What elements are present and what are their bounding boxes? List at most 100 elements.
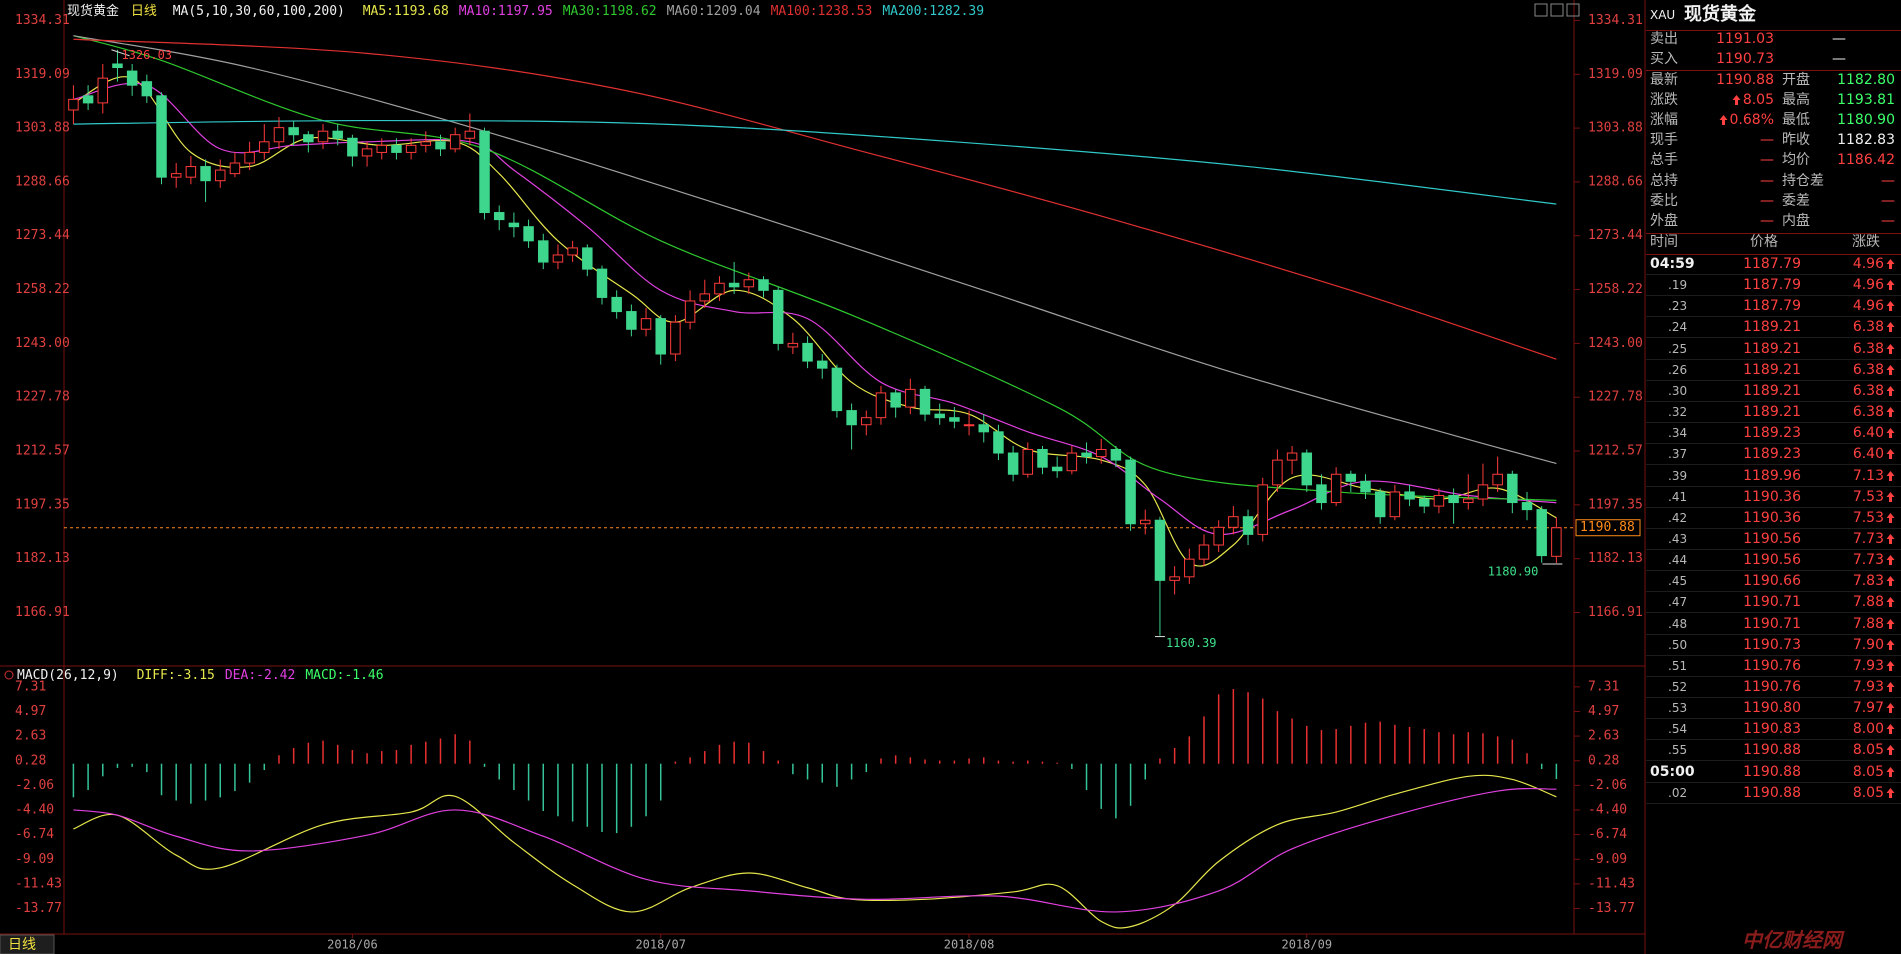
up-arrow-shape: [1886, 407, 1895, 418]
tick-row: .50 1190.73 7.90: [1646, 635, 1901, 656]
candle-body: [640, 318, 652, 330]
tick-row: .54 1190.83 8.00: [1646, 719, 1901, 741]
label: 内盘: [1782, 212, 1810, 229]
label: 均价: [1782, 152, 1810, 169]
label: 开盘: [1782, 72, 1810, 88]
y-tick-label: 1303.88: [15, 121, 70, 136]
ma-line: [73, 787, 1557, 913]
candle-body: [97, 77, 109, 104]
change-text: 7.88: [1852, 615, 1884, 632]
legend-entry: MA5:1193.68: [363, 4, 449, 19]
change-text: 4.96: [1852, 256, 1884, 272]
candle-body: [552, 254, 564, 263]
change: 8.05: [1853, 740, 1895, 760]
label: 最低: [1782, 112, 1810, 129]
tick-row: .47 1190.71 7.88: [1646, 592, 1901, 614]
candle-body: [1374, 491, 1386, 518]
x-tick-label: 2018/08: [944, 938, 995, 952]
candle-body: [772, 289, 784, 344]
tick-row: 05:00 1190.88 8.05: [1646, 762, 1901, 783]
up-arrow-shape: [1886, 618, 1895, 629]
change: 4.96: [1853, 296, 1895, 316]
up-arrow: [1886, 364, 1895, 375]
up-arrow-shape: [1886, 682, 1895, 692]
y-tick-label-right: 1334.31: [1588, 13, 1643, 28]
chart-header: 现货黄金 日线 MA(5,10,30,60,100,200) MA5:1193.…: [67, 3, 984, 19]
price: 1190.73: [1743, 636, 1801, 653]
last-price-box: [1575, 519, 1641, 537]
price: 1190.56: [1743, 552, 1801, 569]
header-cell: 时间: [1650, 234, 1678, 250]
change: 7.13: [1853, 466, 1895, 486]
tick-row: .25 1189.21 6.38: [1646, 339, 1901, 360]
value: 1193.81: [1837, 92, 1895, 109]
period-tab-label[interactable]: 日线: [8, 937, 36, 953]
time: .53: [1668, 701, 1688, 716]
y-tick-label: 4.97: [15, 704, 46, 719]
change: 7.97: [1853, 698, 1895, 718]
up-arrow-shape: [1886, 745, 1895, 756]
candle-body: [1095, 449, 1107, 458]
up-arrow-shape: [1886, 491, 1895, 502]
candle-body: [1037, 449, 1048, 468]
up-arrow-shape: [1886, 766, 1895, 777]
y-tick-label-right: -4.40: [1588, 802, 1627, 817]
change-text: 6.38: [1852, 382, 1884, 399]
y-tick-label-right: 1212.57: [1588, 444, 1643, 459]
candle-body: [758, 279, 769, 291]
y-tick-label: -2.06: [15, 778, 54, 793]
price: 1190.36: [1743, 509, 1801, 526]
y-tick-label: 1182.13: [15, 551, 70, 566]
y-tick-label: 1288.66: [15, 174, 70, 189]
y-tick-label: 1319.09: [15, 67, 70, 82]
candle-body: [156, 95, 167, 178]
value-text: 1190.88: [1716, 72, 1774, 88]
price: 1190.83: [1743, 721, 1801, 738]
candle-body: [1154, 519, 1166, 581]
change-text: 6.38: [1852, 361, 1884, 378]
annotation: 1180.90: [1488, 565, 1539, 579]
tick-row: .52 1190.76 7.93: [1646, 677, 1901, 698]
tick-row: .26 1189.21 6.38: [1646, 360, 1901, 381]
value-text: —: [1760, 172, 1774, 189]
up-arrow: [1886, 491, 1895, 502]
stats-row: 外盘 — 内盘 —: [1646, 211, 1901, 231]
change-text: 8.05: [1852, 742, 1884, 759]
up-arrow-shape: [1886, 301, 1895, 312]
time: .44: [1668, 553, 1688, 568]
window-button[interactable]: [1534, 3, 1548, 17]
separator: [1646, 30, 1901, 31]
window-button[interactable]: [1566, 3, 1580, 17]
change: 4.96: [1853, 275, 1895, 295]
price: 1189.21: [1743, 382, 1801, 399]
bid-ask-row: 买入 1190.73 —: [1646, 49, 1901, 69]
label: 涨跌: [1650, 92, 1678, 109]
time: .52: [1668, 680, 1688, 694]
change: 8.05: [1853, 783, 1895, 803]
candle-body: [1418, 498, 1430, 507]
up-arrow: [1886, 428, 1895, 439]
instrument-name: 现货黄金: [1684, 4, 1756, 25]
candle-body: [405, 144, 417, 153]
candle-body: [875, 392, 887, 419]
candle-body: [1257, 484, 1268, 535]
time: .51: [1668, 658, 1688, 673]
macd-icon[interactable]: [4, 670, 14, 680]
candle-body: [1507, 473, 1518, 504]
price: 1187.79: [1743, 277, 1801, 294]
window-button[interactable]: [1550, 3, 1564, 17]
price: 1189.23: [1743, 425, 1801, 442]
candle-body: [905, 388, 916, 408]
time: .39: [1668, 468, 1688, 483]
candle-body: [978, 424, 989, 433]
up-arrow: [1886, 449, 1895, 460]
up-arrow: [1886, 322, 1895, 333]
change: 8.00: [1853, 719, 1895, 739]
period-tab[interactable]: [0, 934, 55, 954]
change-text: 6.38: [1852, 340, 1884, 357]
y-tick-label: 1166.91: [15, 605, 70, 620]
tick-row: .42 1190.36 7.53: [1646, 508, 1901, 529]
up-arrow: [1886, 555, 1895, 566]
